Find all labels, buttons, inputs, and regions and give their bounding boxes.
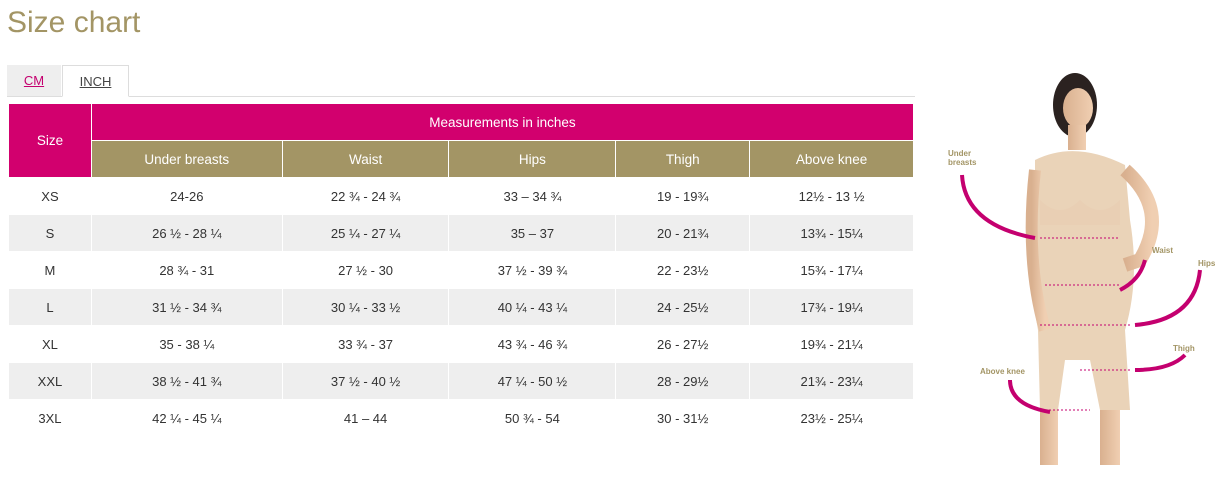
measurement-cell: 19 - 19¾ <box>615 177 751 215</box>
size-cell: XL <box>8 325 92 363</box>
measurement-cell: 22 - 23½ <box>615 251 751 289</box>
measurement-cell: 33 ¾ - 37 <box>281 325 450 363</box>
table-row: 3XL 42 ¼ - 45 ¼ 41 – 44 50 ¾ - 54 30 - 31½ 23… <box>8 399 914 437</box>
label-above-knee: Above knee <box>980 367 1025 376</box>
measurement-cell: 42 ¼ - 45 ¼ <box>90 399 283 437</box>
measurement-cell: 24 - 25½ <box>615 288 751 326</box>
measurement-cell: 30 - 31½ <box>615 399 751 437</box>
measurement-cell: 22 ¾ - 24 ¾ <box>281 177 450 215</box>
table-row: XS 24-26 22 ¾ - 24 ¾ 33 – 34 ¾ 19 - 19¾ 12½ -… <box>8 177 914 215</box>
table-row: XL 35 - 38 ¼ 33 ¾ - 37 43 ¾ - 46 ¾ 26 - 27½ 1… <box>8 325 914 363</box>
size-header: Size <box>8 103 92 178</box>
measurement-cell: 26 - 27½ <box>615 325 751 363</box>
label-under-breasts: Under <box>948 149 971 158</box>
label-hips: Hips <box>1198 259 1216 268</box>
measurement-cell: 13¾ - 15¼ <box>749 214 914 252</box>
measurement-cell: 41 – 44 <box>281 399 450 437</box>
measurement-cell: 38 ½ - 41 ¾ <box>90 362 283 400</box>
column-header: Hips <box>448 140 617 178</box>
measurement-cell: 28 ¾ - 31 <box>90 251 283 289</box>
group-header: Measurements in inches <box>90 103 915 141</box>
measurement-cell: 23½ - 25¼ <box>749 399 914 437</box>
column-header: Waist <box>281 140 450 178</box>
measurement-cell: 20 - 21¾ <box>615 214 751 252</box>
measurement-cell: 37 ½ - 39 ¾ <box>448 251 617 289</box>
measurement-cell: 27 ½ - 30 <box>281 251 450 289</box>
measurement-cell: 12½ - 13 ½ <box>749 177 914 215</box>
label-thigh: Thigh <box>1173 344 1195 353</box>
size-table: Size Measurements in inches Under breast… <box>8 103 915 437</box>
measurement-cell: 43 ¾ - 46 ¾ <box>448 325 617 363</box>
table-row: S 26 ½ - 28 ¼ 25 ¼ - 27 ¼ 35 – 37 20 - 21¾ 13… <box>8 214 914 252</box>
label-waist: Waist <box>1152 246 1173 255</box>
tab-cm[interactable]: CM <box>7 65 61 96</box>
tab-inch[interactable]: INCH <box>62 65 129 97</box>
model-measurement-image: Under breasts Waist Hips Thigh Above kne… <box>948 73 1216 465</box>
size-cell: XXL <box>8 362 92 400</box>
measurement-cell: 30 ¼ - 33 ½ <box>281 288 450 326</box>
table-row: M 28 ¾ - 31 27 ½ - 30 37 ½ - 39 ¾ 22 - 23½ 15… <box>8 251 914 289</box>
measurement-cell: 50 ¾ - 54 <box>448 399 617 437</box>
measurement-cell: 35 - 38 ¼ <box>90 325 283 363</box>
size-cell: M <box>8 251 92 289</box>
measurement-cell: 33 – 34 ¾ <box>448 177 617 215</box>
measurement-cell: 15¾ - 17¼ <box>749 251 914 289</box>
measurement-cell: 25 ¼ - 27 ¼ <box>281 214 450 252</box>
measurement-cell: 37 ½ - 40 ½ <box>281 362 450 400</box>
measurement-cell: 19¾ - 21¼ <box>749 325 914 363</box>
table-row: L 31 ½ - 34 ¾ 30 ¼ - 33 ½ 40 ¼ - 43 ¼ 24 - 2… <box>8 288 914 326</box>
measurement-cell: 31 ½ - 34 ¾ <box>90 288 283 326</box>
measurement-cell: 21¾ - 23¼ <box>749 362 914 400</box>
measurement-cell: 28 - 29½ <box>615 362 751 400</box>
size-cell: XS <box>8 177 92 215</box>
column-header: Thigh <box>615 140 751 178</box>
page-title: Size chart <box>7 6 141 39</box>
measurement-cell: 26 ½ - 28 ¼ <box>90 214 283 252</box>
size-cell: L <box>8 288 92 326</box>
measurement-cell: 24-26 <box>90 177 283 215</box>
measurement-cell: 40 ¼ - 43 ¼ <box>448 288 617 326</box>
size-cell: 3XL <box>8 399 92 437</box>
label-under-breasts-2: breasts <box>948 158 977 167</box>
measurement-cell: 17¾ - 19¼ <box>749 288 914 326</box>
size-cell: S <box>8 214 92 252</box>
measurement-cell: 47 ¼ - 50 ½ <box>448 362 617 400</box>
unit-tabs: CM INCH <box>7 65 915 97</box>
column-header: Above knee <box>749 140 914 178</box>
column-header: Under breasts <box>90 140 283 178</box>
table-row: XXL 38 ½ - 41 ¾ 37 ½ - 40 ½ 47 ¼ - 50 ½ 28 -… <box>8 362 914 400</box>
measurement-cell: 35 – 37 <box>448 214 617 252</box>
